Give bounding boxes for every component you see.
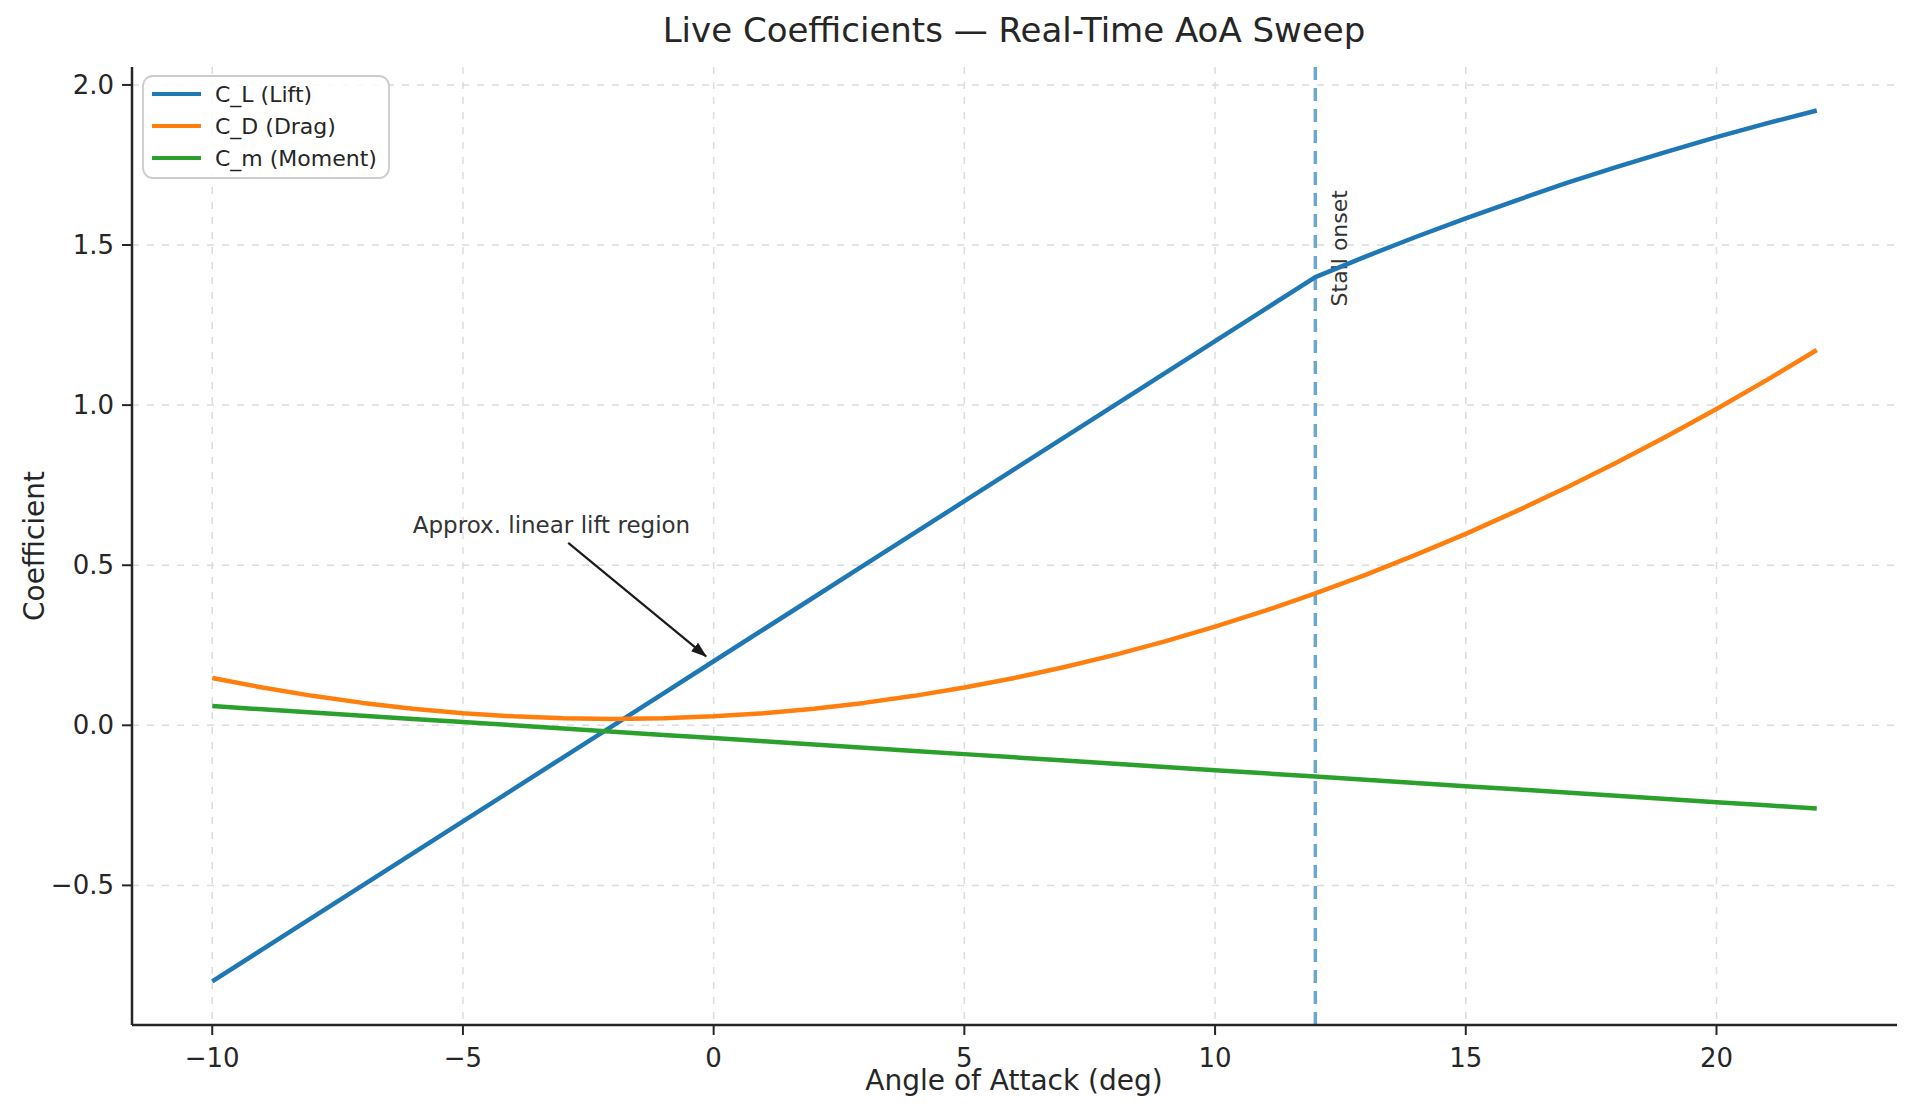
y-axis-label: Coefficient [18, 471, 51, 621]
x-tick-label: 15 [1449, 1043, 1482, 1073]
legend-label-c_m_moment: C_m (Moment) [215, 146, 377, 172]
grid-lines [132, 67, 1897, 1025]
y-tick-label: 2.0 [73, 70, 114, 100]
legend-label-c_l_lift: C_L (Lift) [215, 82, 312, 108]
x-tick-label: −10 [185, 1043, 240, 1073]
series-line-c_m_moment [212, 706, 1817, 808]
y-tick-label: 0.5 [73, 550, 114, 580]
legend-label-c_d_drag: C_D (Drag) [215, 114, 336, 140]
x-tick-label: 0 [705, 1043, 722, 1073]
annotation-arrow [568, 543, 706, 657]
x-axis-label: Angle of Attack (deg) [865, 1064, 1162, 1097]
x-tick-label: −5 [444, 1043, 482, 1073]
data-series-group [212, 111, 1817, 982]
annotation-group: Approx. linear lift region [413, 512, 706, 656]
y-tick-label: 1.0 [73, 390, 114, 420]
series-line-c_l_lift [212, 111, 1817, 982]
x-tick-label: 20 [1700, 1043, 1733, 1073]
y-tick-label: 1.5 [73, 230, 114, 260]
chart-figure: Stall onset Approx. linear lift region −… [0, 0, 1920, 1120]
stall-onset-label: Stall onset [1327, 190, 1352, 307]
x-tick-label: 10 [1199, 1043, 1232, 1073]
axes-group: −10−505101520−0.50.00.51.01.52.0 [51, 67, 1897, 1073]
stall-marker-group: Stall onset [1315, 67, 1352, 1025]
y-tick-label: −0.5 [51, 870, 114, 900]
chart-title: Live Coefficients — Real-Time AoA Sweep [663, 10, 1366, 50]
y-tick-label: 0.0 [73, 710, 114, 740]
legend: C_L (Lift) C_D (Drag) C_m (Moment) [143, 76, 389, 178]
chart-canvas: Stall onset Approx. linear lift region −… [0, 0, 1920, 1120]
annotation-text: Approx. linear lift region [413, 512, 690, 538]
